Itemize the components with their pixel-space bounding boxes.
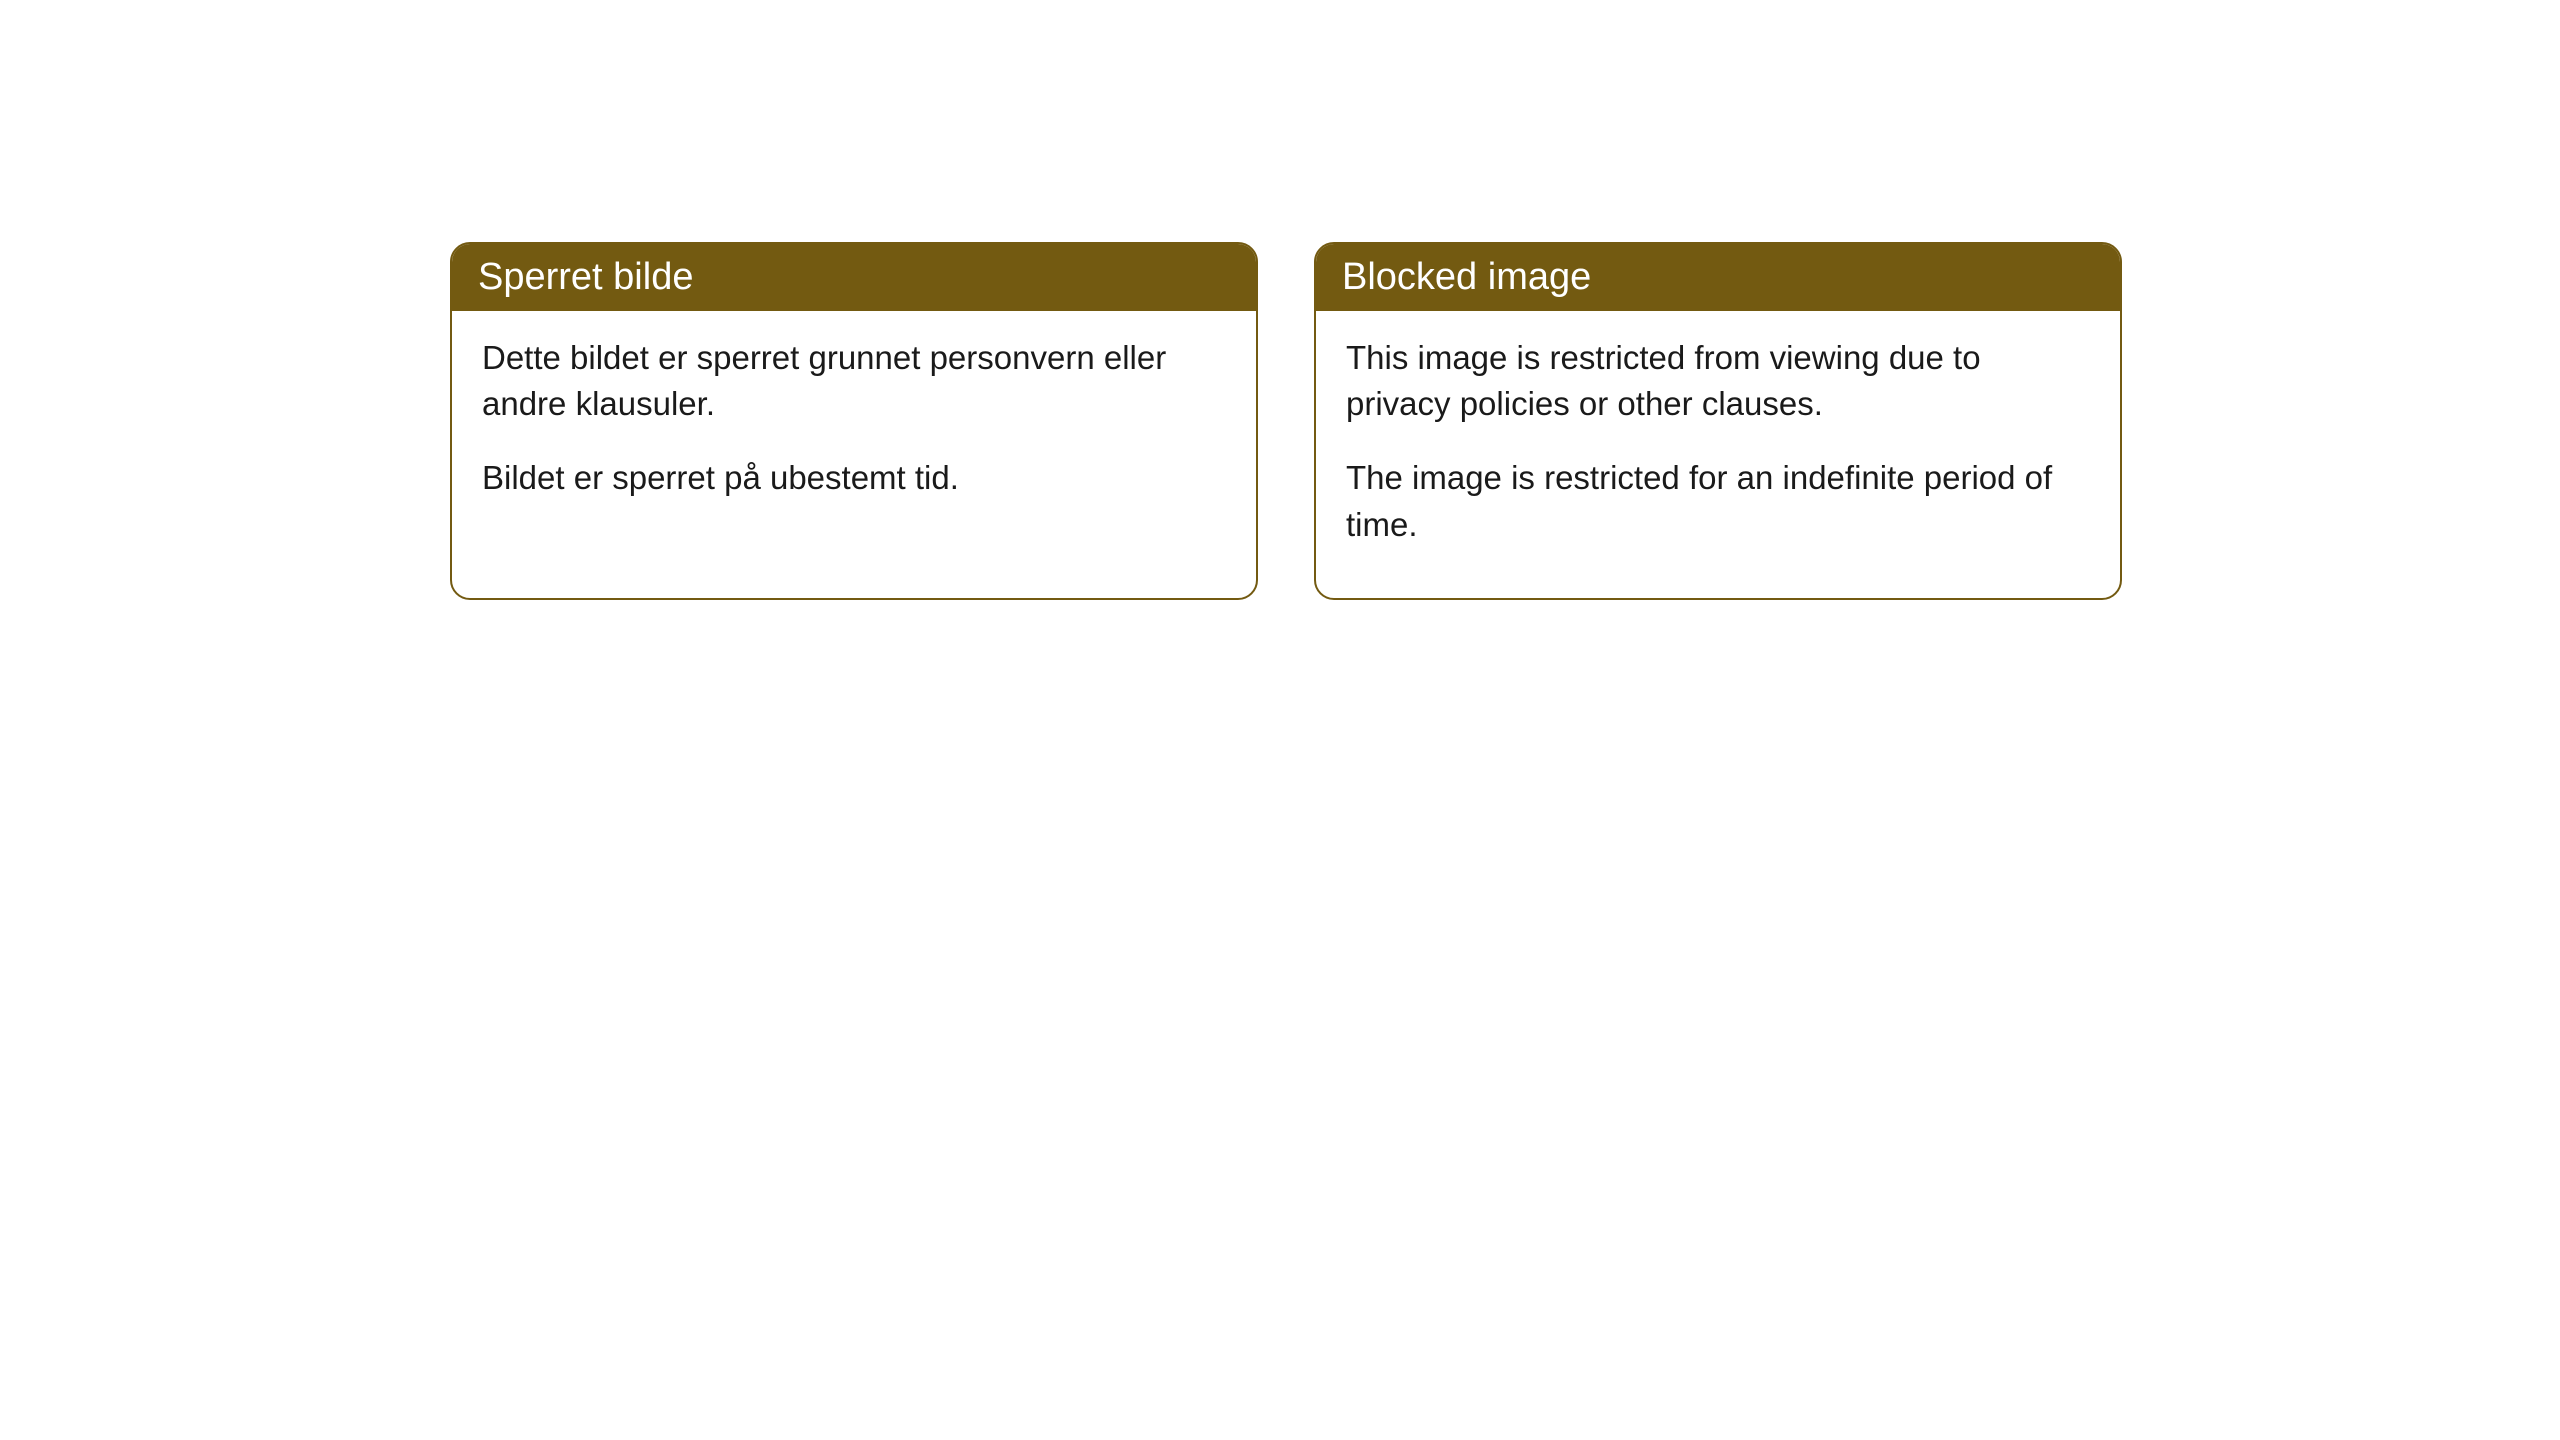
card-para1-en: This image is restricted from viewing du… — [1346, 335, 2090, 427]
card-body-en: This image is restricted from viewing du… — [1316, 311, 2120, 598]
card-header-en: Blocked image — [1316, 244, 2120, 311]
blocked-image-card-en: Blocked image This image is restricted f… — [1314, 242, 2122, 600]
card-para2-no: Bildet er sperret på ubestemt tid. — [482, 455, 1226, 501]
card-para2-en: The image is restricted for an indefinit… — [1346, 455, 2090, 547]
card-para1-no: Dette bildet er sperret grunnet personve… — [482, 335, 1226, 427]
card-header-no: Sperret bilde — [452, 244, 1256, 311]
notice-cards-container: Sperret bilde Dette bildet er sperret gr… — [0, 0, 2560, 600]
card-body-no: Dette bildet er sperret grunnet personve… — [452, 311, 1256, 552]
blocked-image-card-no: Sperret bilde Dette bildet er sperret gr… — [450, 242, 1258, 600]
